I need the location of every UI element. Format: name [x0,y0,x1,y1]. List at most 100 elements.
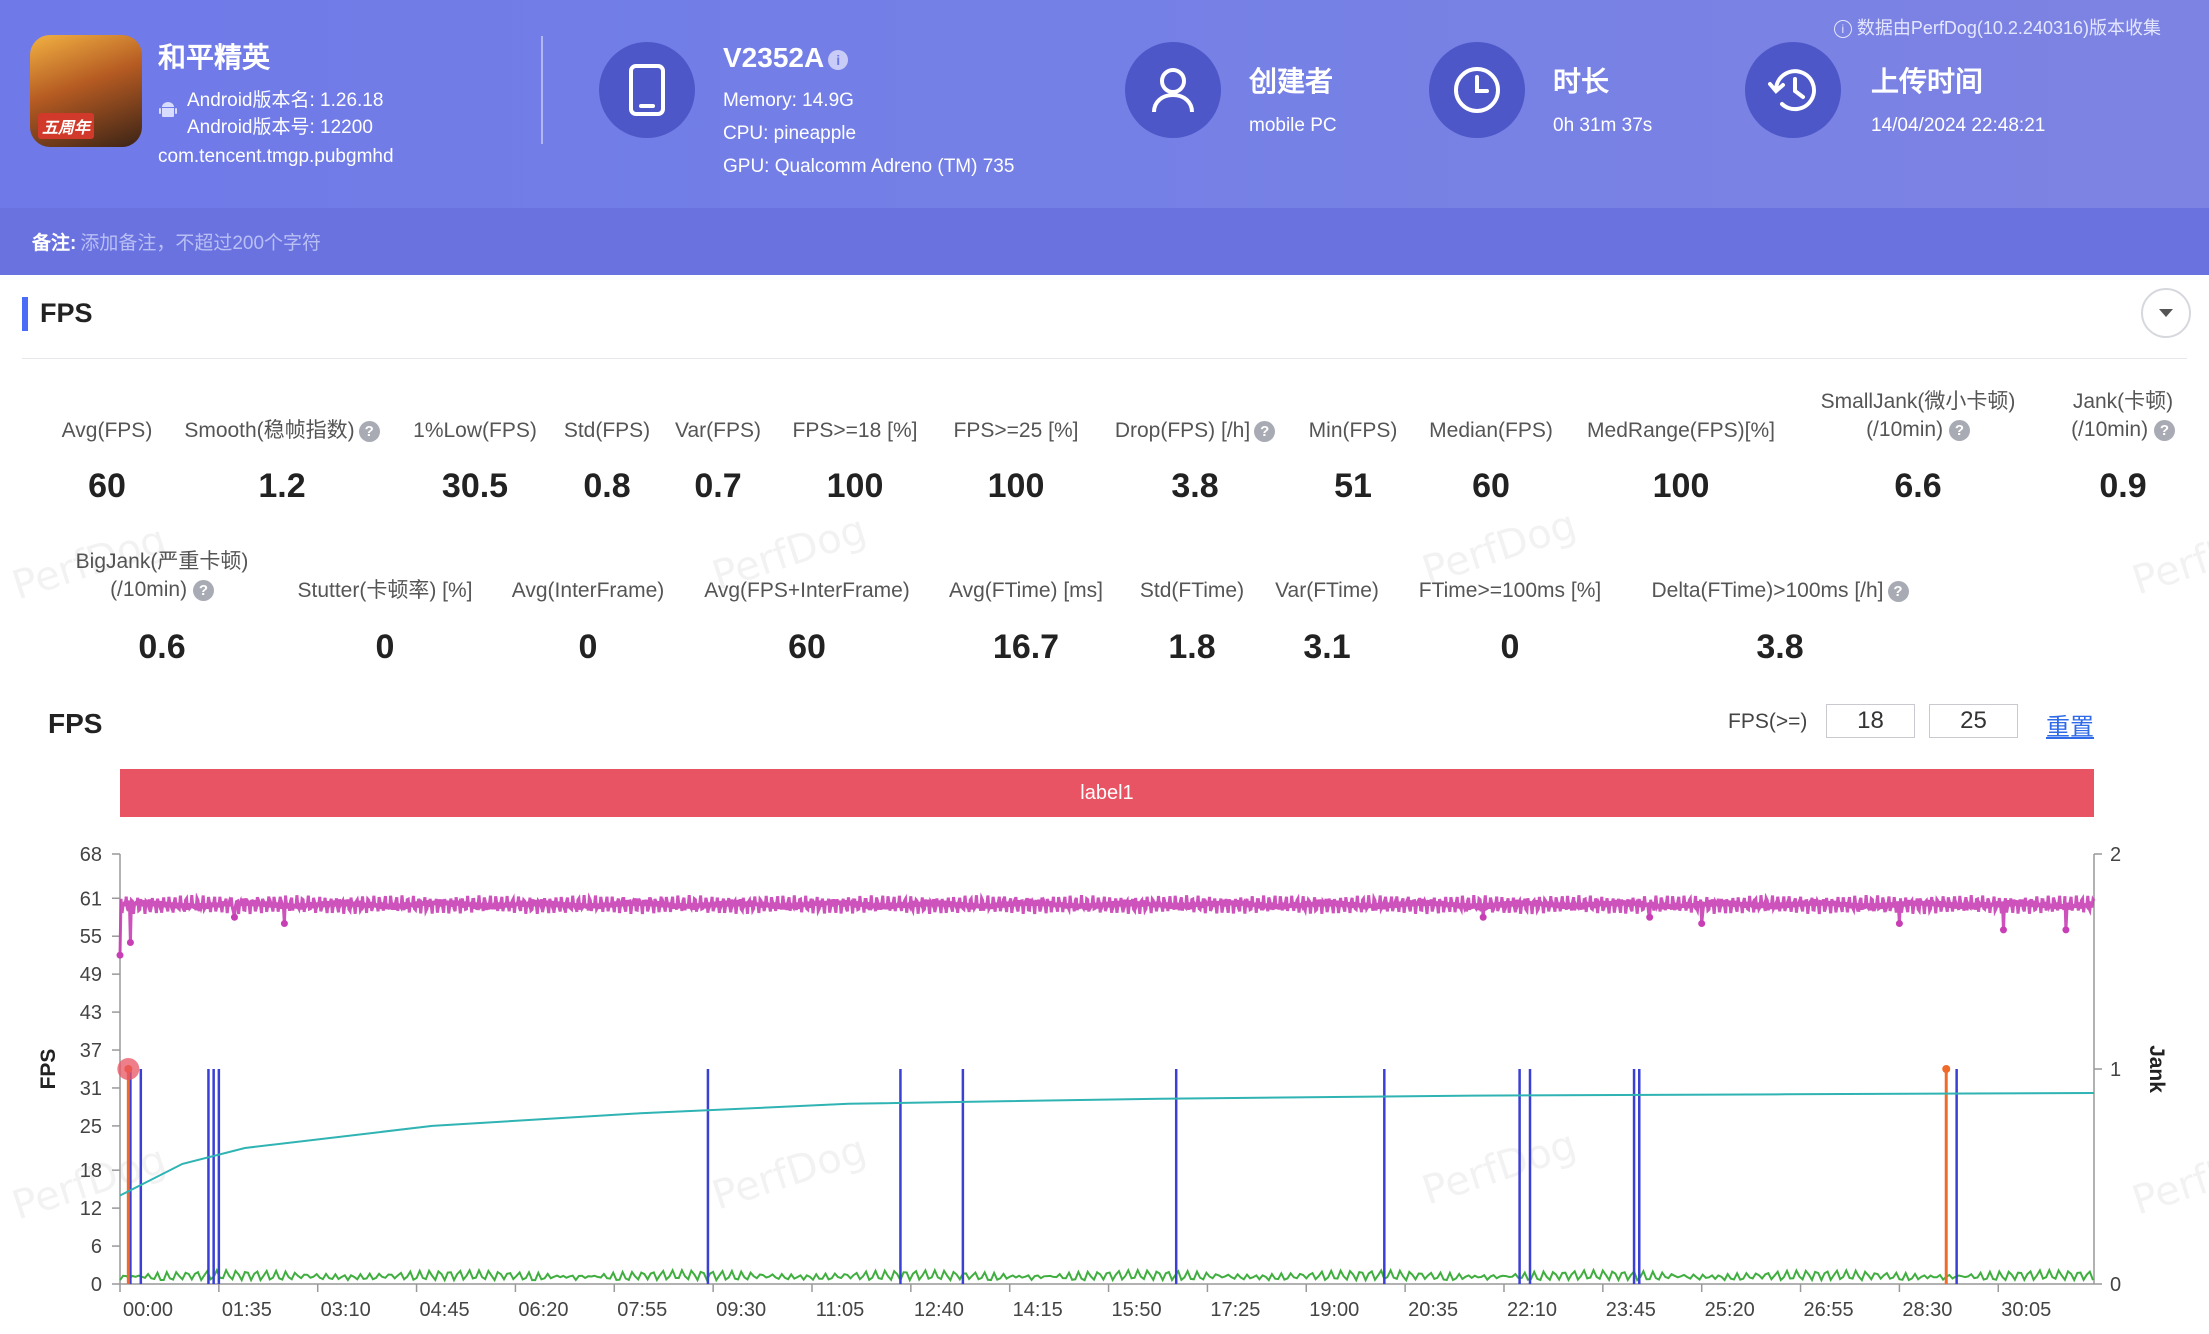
duration-title: 时长 [1553,66,1610,97]
help-icon[interactable]: ? [1887,580,1909,602]
x-tick-label: 17:25 [1210,1299,1260,1321]
clock-icon [1429,42,1525,138]
history-icon [1745,42,1841,138]
fps-dip-point [230,913,238,921]
chart-title: FPS [48,708,103,739]
bigjank-point [1942,1065,1951,1073]
user-icon [1125,42,1221,138]
fps-threshold-2-input[interactable] [1929,704,2018,738]
metric-value: 0 [1500,628,1520,666]
metric-label-text: Min(FPS) [1308,419,1398,442]
label-band[interactable]: label1 [120,769,2094,817]
duration-value: 0h 31m 37s [1553,115,1653,136]
upload-title: 上传时间 [1871,66,1984,97]
app-name: 和平精英 [158,42,271,73]
y2-tick-label: 2 [2110,844,2121,866]
help-icon[interactable]: ? [1948,419,1970,441]
metric-value: 60 [1472,467,1510,505]
help-icon[interactable]: ? [192,579,214,601]
fps-trend-line [119,1092,2095,1197]
interframe-line [119,1267,2094,1283]
reset-button[interactable]: 重置 [2046,714,2094,741]
report-header: 五周年 和平精英 Android版本名: 1.26.18 Android版本号:… [0,0,2209,275]
source-note: i 数据由PerfDog(10.2.240316)版本收集 [1833,14,2161,40]
metric-label: BigJank(严重卡顿) (/10min) ? [0,548,332,604]
metric-label-line1: SmallJank(微小卡顿) [1820,390,2016,413]
metric-value: 0.8 [583,467,631,505]
metric-label: Delta(FTime)>100ms [/h]? [1610,577,1950,605]
device-cpu: CPU: pineapple [723,123,857,144]
x-tick-label: 00:00 [123,1299,173,1321]
metric-label: Drop(FPS) [/h]? [1025,417,1365,445]
y2-axis-title: Jank [2145,1045,2168,1093]
note-bar[interactable]: 备注: 添加备注，不超过200个字符 [0,208,2209,275]
metric-value: 3.1 [1303,628,1351,666]
metric-value: 100 [1652,467,1710,505]
metric-value: 60 [88,467,126,505]
x-tick-label: 20:35 [1408,1299,1458,1321]
metric-label-text: Median(FPS) [1429,419,1553,442]
x-tick-label: 26:55 [1804,1299,1854,1321]
metric-value: 0.6 [138,628,186,666]
x-tick-label: 28:30 [1902,1299,1952,1321]
metric-label: Smooth(稳帧指数)? [112,417,452,445]
metric-label-line2: (/10min) ? [0,576,332,604]
y-tick-label: 68 [80,844,102,866]
x-tick-label: 30:05 [2001,1299,2051,1321]
app-package: com.tencent.tmgp.pubgmhd [158,146,394,167]
app-icon: 五周年 [30,35,142,147]
header-info: 五周年 和平精英 Android版本名: 1.26.18 Android版本号:… [0,0,2209,208]
section-title: FPS [40,298,93,328]
fps-dip-point [1646,913,1654,921]
metric-label: Avg(FPS+InterFrame) [637,577,977,605]
x-tick-label: 19:00 [1309,1299,1359,1321]
x-tick-label: 14:15 [1013,1299,1063,1321]
device-model-row: V2352A i [723,42,849,74]
fps-dip-point [280,920,288,928]
x-tick-label: 23:45 [1606,1299,1656,1321]
metric-label-text: Avg(FTime) [ms] [948,579,1103,602]
metric-value: 100 [826,467,884,505]
device-gpu: GPU: Qualcomm Adreno (TM) 735 [723,156,1015,177]
metric-label: Avg(FPS) [0,417,277,445]
app-version-name: Android版本名: 1.26.18 [187,90,384,111]
metric-label-text: Avg(FPS+InterFrame) [704,579,910,602]
metric-label-text: Smooth(稳帧指数) [184,419,355,442]
x-tick-label: 09:30 [716,1299,766,1321]
phone-icon [599,42,695,138]
app-icon-badge: 五周年 [38,113,95,139]
info-icon[interactable]: i [828,49,849,70]
fps-dip-point [1479,913,1487,921]
metric-label: Stutter(卡顿率) [%] [215,577,555,605]
y-tick-label: 31 [80,1078,102,1100]
metric-label: Var(FPS) [548,417,888,445]
metric-value: 30.5 [441,467,509,505]
metric-label-text: Std(FPS) [563,419,651,442]
help-icon[interactable]: ? [2153,419,2175,441]
metric-value: 1.8 [1168,628,1216,666]
y-tick-label: 43 [80,1002,102,1024]
fps-threshold-1-input[interactable] [1826,704,1915,738]
metric-label-text: FPS>=18 [%] [792,419,918,442]
x-tick-label: 15:50 [1112,1299,1162,1321]
y-tick-label: 12 [80,1198,102,1220]
help-icon[interactable]: ? [1254,420,1276,442]
fps-dip-point [116,951,124,959]
metric-value: 16.7 [992,628,1060,666]
section-divider [22,358,2187,359]
metric-value: 3.8 [1756,628,1804,666]
metric-label-text: Var(FPS) [675,419,761,442]
metric-label: FTime>=100ms [%] [1340,577,1680,605]
fps-dip-point [126,939,134,947]
note-input[interactable]: 添加备注，不超过200个字符 [80,233,322,254]
perfdog-watermark: PerfDog [2126,511,2209,605]
y-tick-label: 18 [80,1160,102,1182]
metric-label: MedRange(FPS)[%] [1511,417,1851,445]
chevron-down-icon [2159,309,2173,317]
help-icon[interactable]: ? [358,420,380,442]
app-version-code: Android版本号: 12200 [187,117,373,138]
metric-label: 1%Low(FPS) [305,417,645,445]
metric-label: Avg(InterFrame) [418,577,758,605]
collapse-button[interactable] [2141,288,2191,338]
